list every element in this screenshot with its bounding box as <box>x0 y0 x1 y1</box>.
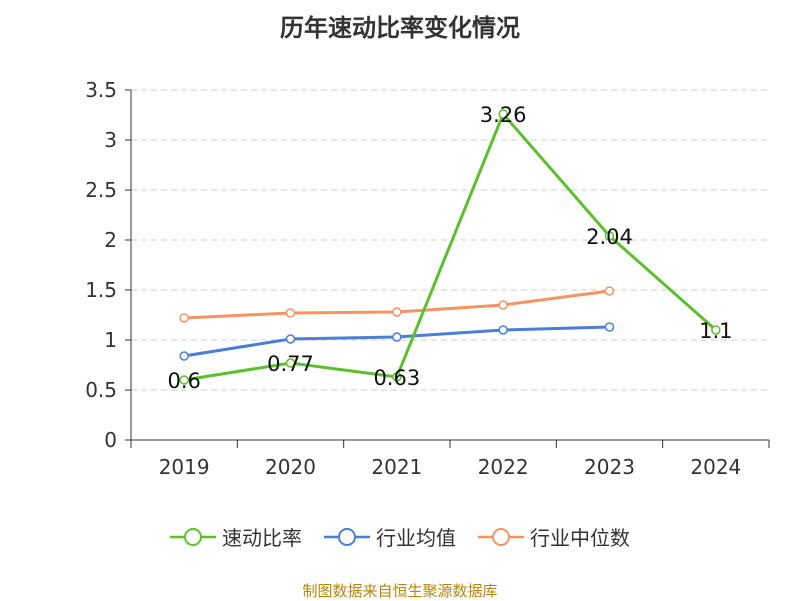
data-point <box>498 300 508 310</box>
y-tick-label: 0 <box>104 428 117 452</box>
legend-item-industry-median[interactable]: 行业中位数 <box>478 522 630 551</box>
legend-marker-industry-avg <box>324 527 370 546</box>
y-tick-label: 1 <box>104 328 117 352</box>
y-tick-label: 3.5 <box>85 78 117 102</box>
data-label: 0.6 <box>167 369 200 393</box>
legend-marker-speed-ratio <box>170 527 216 546</box>
legend: 速动比率 行业均值 行业中位数 <box>0 522 800 551</box>
data-label: 0.63 <box>373 366 420 390</box>
data-point <box>392 307 402 317</box>
legend-label-speed-ratio: 速动比率 <box>222 526 302 550</box>
data-label: 2.04 <box>586 225 633 249</box>
data-point <box>498 325 508 335</box>
data-point <box>285 308 296 318</box>
legend-item-industry-avg[interactable]: 行业均值 <box>324 522 456 551</box>
data-point <box>179 313 189 323</box>
x-tick-label: 2019 <box>159 455 210 479</box>
data-point <box>711 325 721 335</box>
y-tick-label: 2.5 <box>85 178 117 202</box>
data-point <box>498 109 508 119</box>
x-tick-label: 2021 <box>371 455 422 479</box>
y-tick-label: 3 <box>104 128 117 152</box>
data-point <box>604 322 615 332</box>
y-tick-label: 2 <box>104 228 117 252</box>
series-line-0 <box>183 112 717 382</box>
data-point <box>392 372 402 382</box>
data-point <box>285 358 296 368</box>
y-tick-label: 1.5 <box>85 278 117 302</box>
data-point <box>179 351 189 361</box>
legend-label-industry-avg: 行业均值 <box>376 526 456 550</box>
legend-item-speed-ratio[interactable]: 速动比率 <box>170 522 302 551</box>
data-point <box>179 375 189 385</box>
data-label: 1.1 <box>699 319 732 343</box>
x-tick-label: 2022 <box>478 455 529 479</box>
data-point <box>392 332 402 342</box>
x-tick-label: 2024 <box>690 455 741 479</box>
data-point <box>604 286 615 296</box>
chart-title: 历年速动比率变化情况 <box>280 14 520 42</box>
data-label: 3.26 <box>480 103 527 127</box>
legend-marker-industry-median <box>478 527 524 546</box>
data-label: 0.77 <box>267 352 314 376</box>
x-tick-label: 2023 <box>584 455 635 479</box>
y-tick-label: 0.5 <box>85 378 117 402</box>
source-footer: 制图数据来自恒生聚源数据库 <box>302 582 498 600</box>
data-point <box>604 231 615 241</box>
data-point <box>285 334 296 344</box>
x-tick-label: 2020 <box>265 455 316 479</box>
legend-label-industry-median: 行业中位数 <box>530 526 630 550</box>
